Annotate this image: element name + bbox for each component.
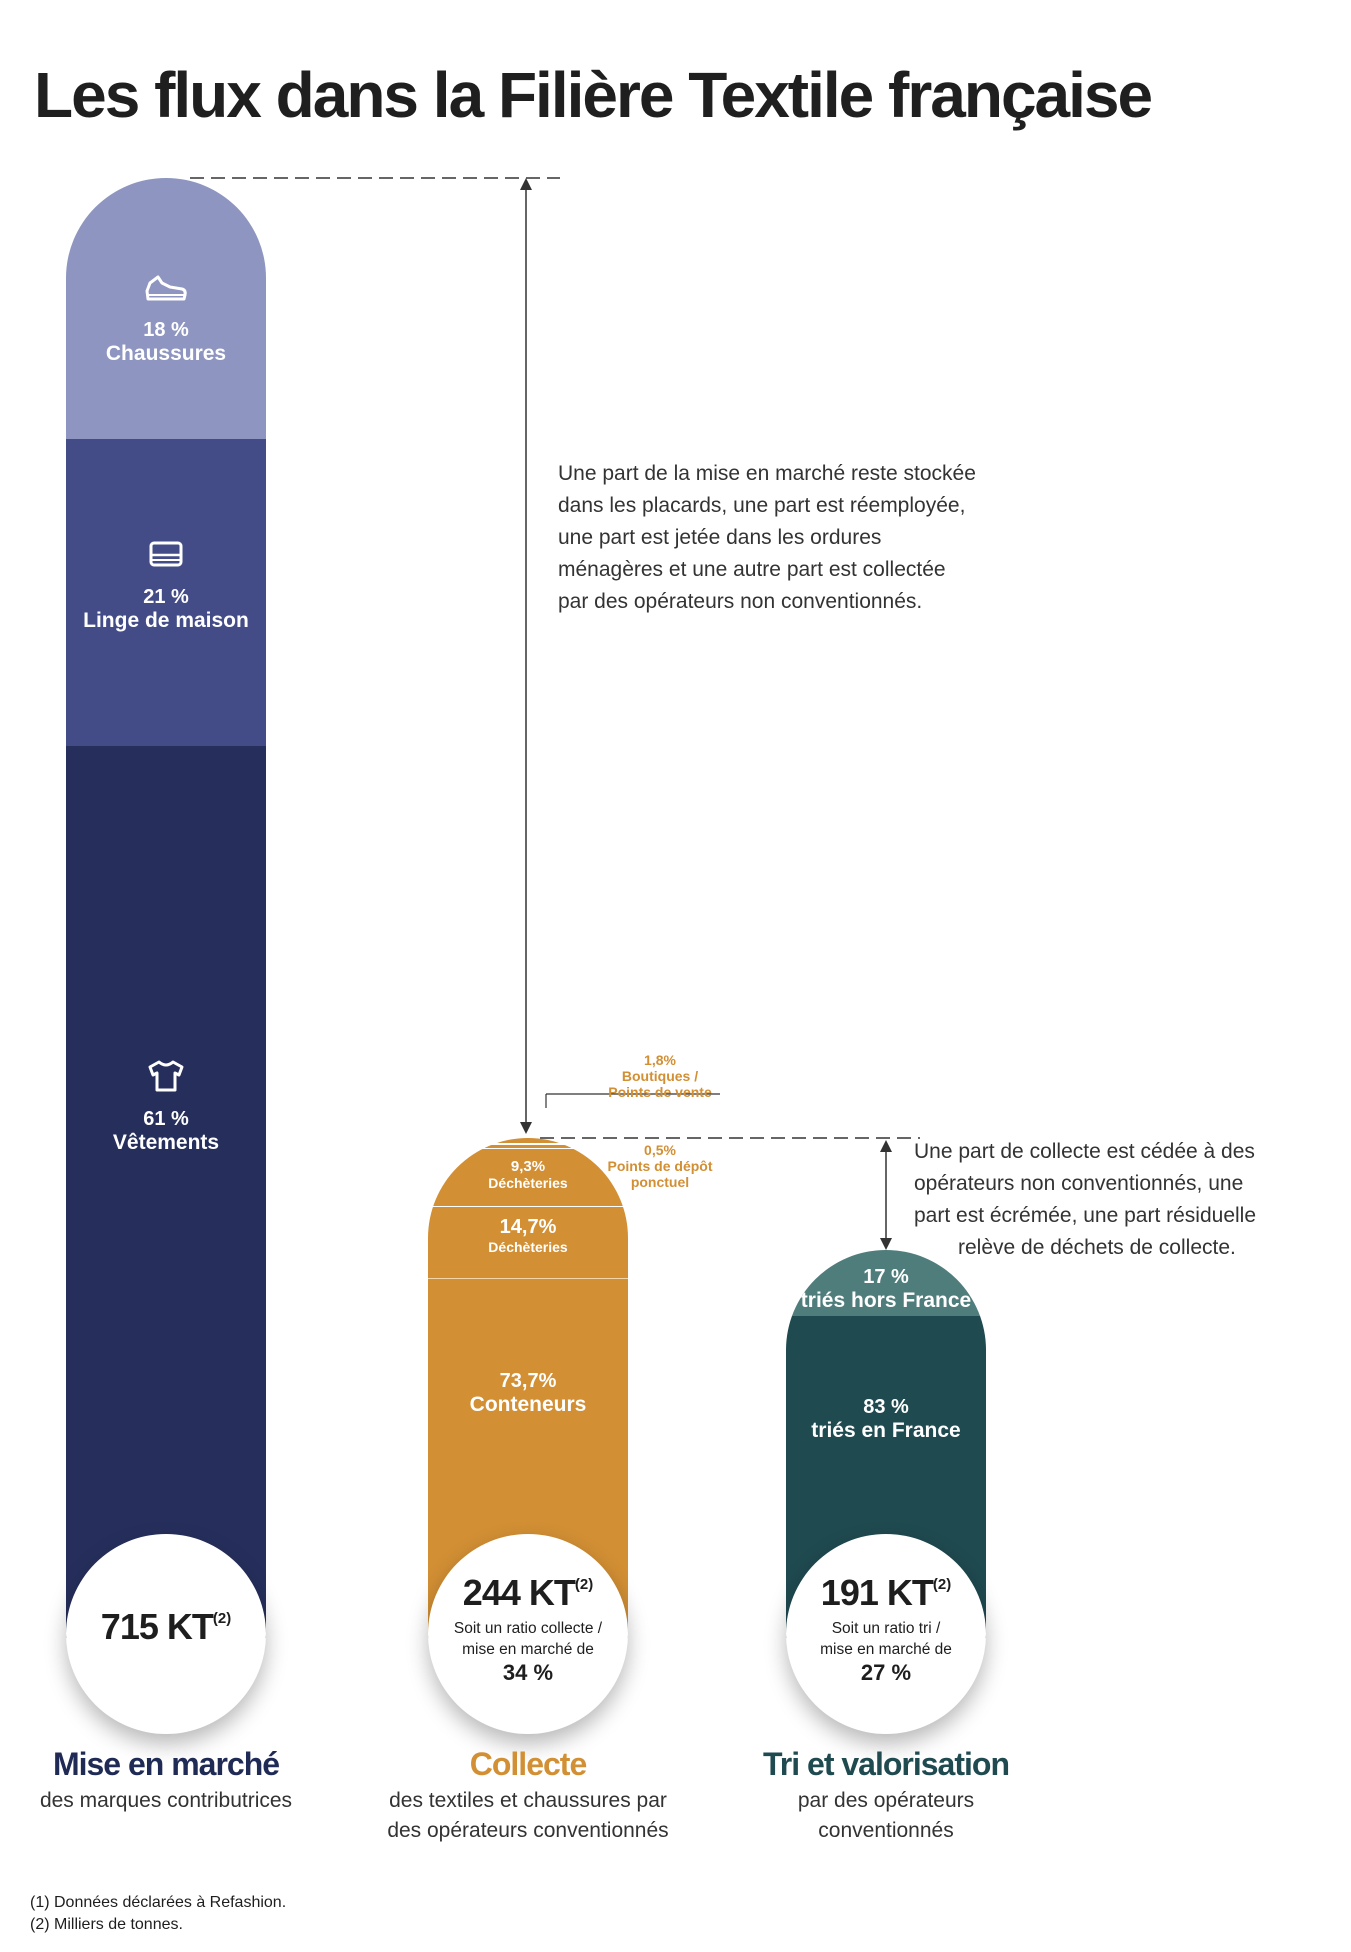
arrow-1-head-bottom <box>520 1122 532 1134</box>
segment-boutiques <box>428 1138 628 1143</box>
total-circle-tri: 191 KT(2) Soit un ratio tri / mise en ma… <box>786 1534 986 1734</box>
ratio-tri-pct: 27 % <box>860 1660 912 1685</box>
label-decheteries-1: 9,3% Déchèteries <box>488 1158 568 1191</box>
footnotes: (1) Données déclarées à Refashion. (2) M… <box>30 1892 286 1936</box>
ratio-tri-line2: mise en marché de <box>820 1641 952 1658</box>
column-title-tri: Tri et valorisation <box>763 1746 1010 1782</box>
segment-vetements <box>66 746 266 1638</box>
shoe-icon <box>145 275 187 301</box>
segment-decheteries-2 <box>428 1207 628 1278</box>
total-mise-en-marche: 715 KT(2) <box>100 1606 232 1647</box>
segment-divider-2 <box>428 1278 628 1279</box>
arrow-2-head-bottom <box>880 1238 892 1250</box>
note-collecte: Une part de collecte est cédée à des opé… <box>914 1140 1257 1259</box>
footnote-2: (2) Milliers de tonnes. <box>30 1916 183 1933</box>
ratio-tri-line1: Soit un ratio tri / <box>831 1620 941 1637</box>
linen-icon <box>149 541 183 567</box>
page-title: Les flux dans la Filière Textile françai… <box>34 59 1153 131</box>
ratio-collecte-line1: Soit un ratio collecte / <box>453 1620 603 1637</box>
segment-divider-1 <box>428 1206 628 1207</box>
label-vetements: 61 % Vêtements <box>66 1058 266 1155</box>
column-subtitle-mise-en-marche: des marques contributrices <box>39 1789 293 1812</box>
ratio-collecte-line2: mise en marché de <box>462 1641 594 1658</box>
label-linge: 21 % Linge de maison <box>66 538 266 633</box>
tshirt-icon <box>148 1060 184 1092</box>
column-mise-en-marche: 18 % Chaussures 21 % Linge de maison 61 … <box>66 178 266 1638</box>
segment-decheteries-1 <box>428 1149 628 1206</box>
segment-depot-ponctuel <box>428 1145 628 1148</box>
segment-linge <box>66 439 266 746</box>
total-tri: 191 KT(2) <box>820 1572 952 1613</box>
segment-divider-top <box>428 1143 628 1145</box>
segment-divider-top-2 <box>428 1148 628 1149</box>
label-chaussures: 18 % Chaussures <box>66 273 266 366</box>
segment-chaussures <box>66 178 266 439</box>
label-conteneurs: 73,7% Conteneurs <box>469 1370 587 1416</box>
footnote-1: (1) Données déclarées à Refashion. <box>30 1894 287 1911</box>
annotation-boutiques: 1,8% Boutiques / Points de vente <box>608 1052 712 1100</box>
column-subtitle-collecte: des textiles et chaussures par des opéra… <box>387 1789 669 1842</box>
annotation-depot-ponctuel: 0,5% Points de dépôt ponctuel <box>607 1142 713 1190</box>
ratio-collecte-pct: 34 % <box>502 1660 554 1685</box>
segment-tries-hors-france <box>786 1250 986 1316</box>
column-title-collecte: Collecte <box>469 1746 587 1782</box>
note-mise-en-marche: Une part de la mise en marché reste stoc… <box>558 462 976 613</box>
label-tries-hors-france: 17 % triés hors France <box>800 1266 972 1312</box>
label-decheteries-2: 14,7% Déchèteries <box>488 1216 568 1255</box>
column-subtitle-tri: par des opérateurs conventionnés <box>797 1789 975 1842</box>
label-tries-en-france: 83 % triés en France <box>811 1396 961 1442</box>
total-circle-mise-en-marche: 715 KT(2) <box>66 1534 266 1734</box>
total-collecte: 244 KT(2) <box>462 1572 594 1613</box>
arrow-2-head-top <box>880 1140 892 1152</box>
total-circle-collecte: 244 KT(2) Soit un ratio collecte / mise … <box>428 1534 628 1734</box>
arrow-1-head-top <box>520 178 532 190</box>
column-title-mise-en-marche: Mise en marché <box>52 1746 280 1782</box>
